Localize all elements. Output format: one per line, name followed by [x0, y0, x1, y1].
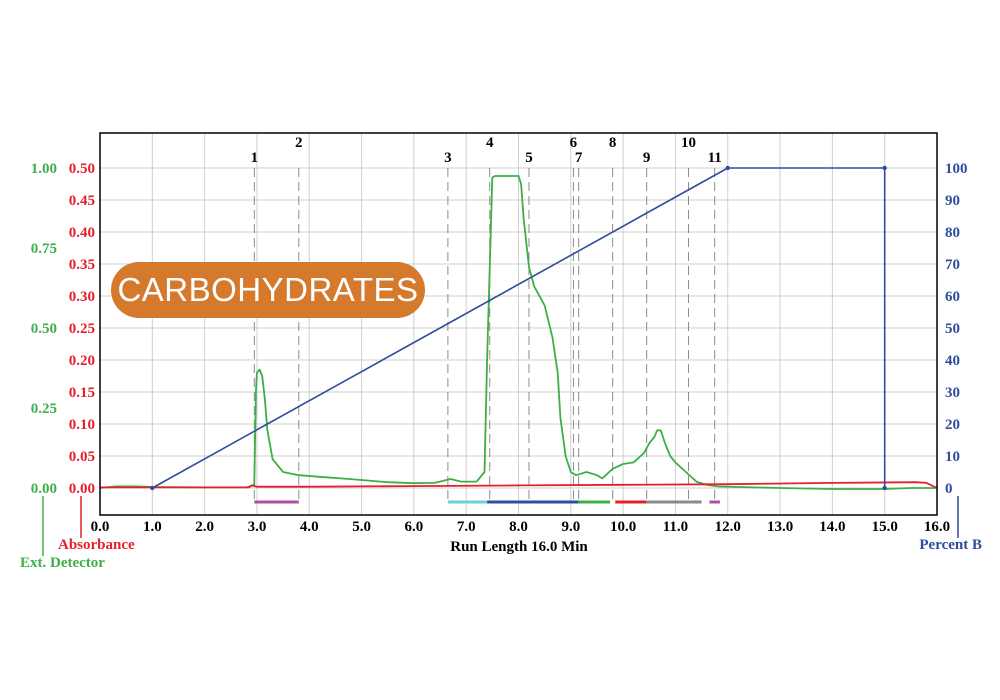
fraction-marker-label: 5 [525, 150, 533, 166]
x-tick-label: 6.0 [405, 519, 424, 535]
absorbance-tick-label: 0.35 [69, 257, 95, 273]
absorbance-tick-label: 0.00 [69, 481, 95, 497]
axis-labels: Absorbance Ext. Detector Percent B Run L… [20, 537, 982, 571]
x-tick-label: 13.0 [767, 519, 793, 535]
plot-frame [99, 132, 938, 516]
fraction-marker-label: 2 [295, 135, 303, 151]
x-tick-label: 2.0 [195, 519, 214, 535]
absorbance-tick-label: 0.20 [69, 353, 95, 369]
percent-b-axis-label: Percent B [919, 537, 982, 553]
x-tick-label: 11.0 [663, 519, 688, 535]
percent-b-tick-label: 60 [945, 289, 960, 305]
ext-detector-tick-label: 0.00 [31, 481, 57, 497]
fraction-marker-label: 7 [575, 150, 583, 166]
x-tick-label: 4.0 [300, 519, 319, 535]
percent_b-series-line [151, 167, 886, 489]
fraction-markers: 1 2 3 4 5 67 8 9 10 11 [251, 135, 722, 500]
fraction-marker-label: 11 [708, 150, 722, 166]
x-tick-label: 5.0 [352, 519, 371, 535]
absorbance-axis-label: Absorbance [58, 537, 135, 553]
series-group [99, 165, 938, 491]
absorbance-tick-label: 0.15 [69, 385, 95, 401]
x-tick-label: 9.0 [561, 519, 580, 535]
percent-b-tick-label: 80 [945, 225, 960, 241]
x-tick-label: 7.0 [457, 519, 476, 535]
carbohydrates-badge: CARBOHYDRATES [111, 262, 425, 318]
x-tick-label: 15.0 [872, 519, 898, 535]
x-tick-label: 14.0 [819, 519, 845, 535]
x-tick-label: 8.0 [509, 519, 528, 535]
percent-b-point [882, 485, 887, 491]
x-tick-label: 16.0 [924, 519, 950, 535]
grid-lines [99, 133, 938, 515]
absorbance-tick-label: 0.25 [69, 321, 95, 337]
ext-detector-tick-label: 1.00 [31, 161, 57, 177]
percent-b-tick-label: 0 [945, 481, 953, 497]
percent-b-tick-label: 40 [945, 353, 960, 369]
absorbance-tick-label: 0.30 [69, 289, 95, 305]
ext-detector-tick-label: 0.50 [31, 321, 57, 337]
fraction-marker-label: 9 [643, 150, 651, 166]
absorbance-tick-label: 0.10 [69, 417, 95, 433]
absorbance-tick-label: 0.40 [69, 225, 95, 241]
fraction-marker-label: 6 [570, 135, 578, 151]
x-tick-label: 10.0 [610, 519, 636, 535]
ext_detector-series-line [99, 175, 937, 490]
percent-b-point [150, 485, 155, 491]
x-tick-label: 1.0 [143, 519, 162, 535]
absorbance-tick-label: 0.50 [69, 161, 95, 177]
ext-detector-tick-label: 0.25 [31, 401, 57, 417]
axis-ticks: 0.000.050.100.150.200.250.300.350.400.45… [31, 161, 968, 556]
ext-detector-tick-label: 0.75 [31, 241, 57, 257]
percent-b-tick-label: 70 [945, 257, 960, 273]
x-tick-label: 12.0 [715, 519, 741, 535]
fraction-marker-label: 10 [681, 135, 696, 151]
percent-b-point [725, 165, 730, 171]
percent-b-tick-label: 50 [945, 321, 960, 337]
percent-b-tick-label: 20 [945, 417, 960, 433]
absorbance-tick-label: 0.45 [69, 193, 95, 209]
fraction-marker-label: 3 [444, 150, 452, 166]
absorbance-series-line [100, 481, 938, 489]
x-axis-title: Run Length 16.0 Min [450, 539, 588, 555]
fraction-marker-label: 4 [486, 135, 494, 151]
fraction-marker-label: 8 [609, 135, 617, 151]
percent-b-tick-label: 30 [945, 385, 960, 401]
ext-detector-axis-label: Ext. Detector [20, 555, 105, 571]
percent-b-point [882, 165, 887, 171]
x-tick-label: 0.0 [91, 519, 110, 535]
x-tick-label: 3.0 [248, 519, 267, 535]
percent-b-tick-label: 10 [945, 449, 960, 465]
absorbance-tick-label: 0.05 [69, 449, 95, 465]
fraction-marker-label: 1 [251, 150, 259, 166]
percent-b-tick-label: 100 [945, 161, 968, 177]
percent-b-tick-label: 90 [945, 193, 960, 209]
